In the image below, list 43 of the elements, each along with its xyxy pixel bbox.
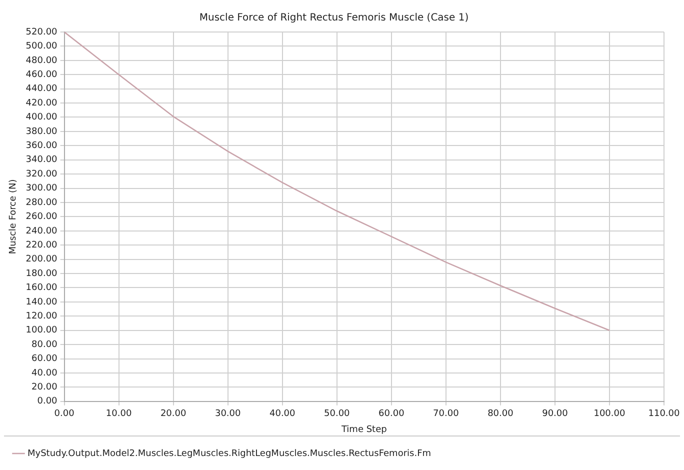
- y-tick-label: 480.00: [26, 56, 58, 66]
- x-tick-label: 10.00: [106, 409, 132, 420]
- x-tick-label: 60.00: [378, 409, 405, 420]
- y-tick-label: 300.00: [26, 184, 58, 194]
- y-tick-label: 160.00: [26, 283, 58, 294]
- y-tick-label: 200.00: [26, 254, 58, 265]
- y-tick-label: 100.00: [26, 326, 58, 336]
- y-tick-label: 40.00: [32, 368, 58, 378]
- y-tick-label: 360.00: [26, 141, 58, 152]
- y-tick-label: 240.00: [26, 226, 58, 236]
- y-tick-label: 520.00: [26, 27, 58, 38]
- x-tick-label: 0.00: [54, 409, 75, 420]
- x-tick-label: 80.00: [488, 409, 514, 420]
- x-tick-label: 100.00: [594, 409, 626, 420]
- x-tick-label: 90.00: [542, 409, 568, 420]
- y-tick-label: 0.00: [37, 396, 58, 407]
- x-tick-label: 50.00: [324, 409, 350, 420]
- y-tick-label: 460.00: [26, 70, 58, 80]
- x-tick-label: 20.00: [160, 409, 186, 420]
- y-tick-label: 80.00: [32, 340, 58, 350]
- x-tick-label: 30.00: [214, 409, 242, 420]
- y-tick-label: 320.00: [26, 169, 58, 180]
- y-tick-label: 500.00: [26, 42, 58, 52]
- y-tick-label: 120.00: [26, 312, 58, 322]
- y-tick-label: 280.00: [26, 198, 58, 208]
- x-tick-label: 70.00: [433, 409, 460, 420]
- y-tick-label: 60.00: [32, 354, 58, 364]
- x-axis-title: Time Step: [340, 424, 388, 435]
- y-tick-label: 340.00: [26, 155, 58, 166]
- y-tick-label: 140.00: [26, 297, 58, 308]
- y-tick-label: 420.00: [26, 98, 58, 108]
- y-tick-label: 260.00: [26, 212, 58, 222]
- y-axis-title: Muscle Force (N): [8, 179, 19, 254]
- y-tick-label: 400.00: [26, 112, 58, 123]
- y-tick-label: 180.00: [26, 268, 58, 279]
- legend-label: MyStudy.Output.Model2.Muscles.LegMuscles.RightLegMuscles.Muscles.RectusFemoris.Fm: [28, 448, 432, 459]
- y-tick-label: 20.00: [32, 382, 58, 393]
- x-tick-label: 110.00: [648, 409, 680, 420]
- y-tick-label: 440.00: [26, 84, 58, 94]
- x-tick-label: 40.00: [269, 409, 296, 420]
- y-tick-label: 220.00: [26, 240, 58, 250]
- chart-title: Muscle Force of Right Rectus Femoris Muscle (Case 1): [199, 12, 469, 24]
- y-tick-label: 380.00: [26, 126, 58, 137]
